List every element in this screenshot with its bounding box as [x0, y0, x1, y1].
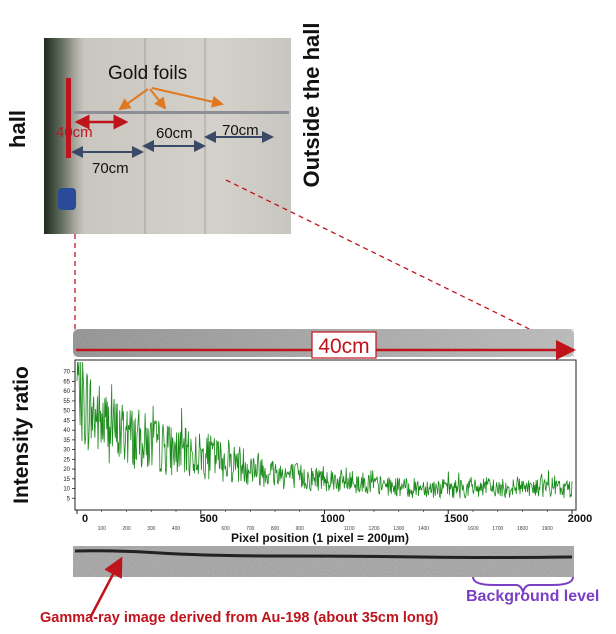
x-tick-label: 0: [82, 513, 88, 525]
red-marker: [66, 78, 71, 158]
x-minor-tick-label: 1800: [517, 526, 528, 532]
x-minor-tick-label: 1200: [368, 526, 379, 532]
film-strip-bottom: [73, 546, 574, 577]
x-axis-title: Pixel position (1 pixel = 200µm): [231, 531, 409, 545]
gamma-track: [74, 549, 573, 559]
strip-40cm-label: 40cm: [318, 335, 369, 358]
x-minor-tick-label: 200: [122, 526, 131, 532]
gold-foil-leaders: [118, 87, 224, 111]
y-tick-label: 50: [63, 409, 70, 415]
y-tick-label: 55: [63, 399, 70, 405]
wall-panel-seam: [144, 38, 146, 234]
y-tick-label: 5: [67, 496, 71, 502]
x-minor-tick-label: 1400: [418, 526, 429, 532]
x-minor-tick-label: 1900: [542, 526, 553, 532]
y-tick-label: 15: [63, 477, 70, 483]
y-ticks: 5 10 15 20 25 30 35 40 45 50 55 60 65 70: [63, 370, 75, 502]
strip-label-box: [311, 331, 377, 359]
y-tick-label: 40: [63, 428, 70, 434]
label-70cm-bottom: 70cm: [92, 160, 129, 177]
y-tick-label: 20: [63, 467, 70, 473]
x-tick-label: 2000: [568, 513, 592, 525]
y-tick-label: 25: [63, 457, 70, 463]
gold-foils-label: Gold foils: [108, 63, 188, 84]
x-minor-tick-label: 1300: [393, 526, 404, 532]
x-minor-tick-label: 1600: [467, 526, 478, 532]
zoom-guide-right: [225, 179, 573, 351]
x-tick-label: 1500: [444, 513, 468, 525]
y-tick-label: 30: [63, 448, 70, 454]
x-tick-label: 500: [200, 513, 218, 525]
x-minor-tick-label: 400: [172, 526, 181, 532]
gamma-pointer-arrow: [88, 556, 123, 619]
x-minor-tick-label: 700: [246, 526, 255, 532]
background-brace: [472, 576, 574, 596]
foil-rail: [74, 111, 289, 114]
x-minor-tick-label: 900: [296, 526, 305, 532]
background-level-label: Background level: [466, 588, 600, 605]
x-ticks: 0 500 1000 1500 2000 100 200 300 400 600 700 800 900…: [76, 510, 592, 532]
blue-object: [58, 188, 76, 210]
y-tick-label: 65: [63, 379, 70, 385]
y-tick-label: 35: [63, 438, 70, 444]
x-minor-tick-label: 600: [221, 526, 230, 532]
y-tick-label: 45: [63, 418, 70, 424]
x-minor-tick-label: 1700: [492, 526, 503, 532]
chart-area: 5 10 15 20 25 30 35 40 45 50 55 60 65 70 0 500 1000 1500…: [63, 359, 592, 545]
gamma-caption: Gamma-ray image derived from Au-198 (abo…: [40, 610, 439, 626]
x-tick-label: 1000: [320, 513, 344, 525]
y-tick-label: 60: [63, 389, 70, 395]
x-minor-tick-label: 1100: [344, 526, 355, 532]
y-tick-label: 10: [63, 487, 70, 493]
y-tick-label: 70: [63, 370, 70, 376]
label-60cm: 60cm: [156, 125, 193, 142]
x-minor-tick-label: 100: [98, 526, 107, 532]
x-minor-tick-label: 800: [271, 526, 280, 532]
y-axis-title: Intensity ratio: [10, 366, 33, 504]
x-minor-tick-label: 300: [147, 526, 156, 532]
series-line: [76, 361, 573, 500]
